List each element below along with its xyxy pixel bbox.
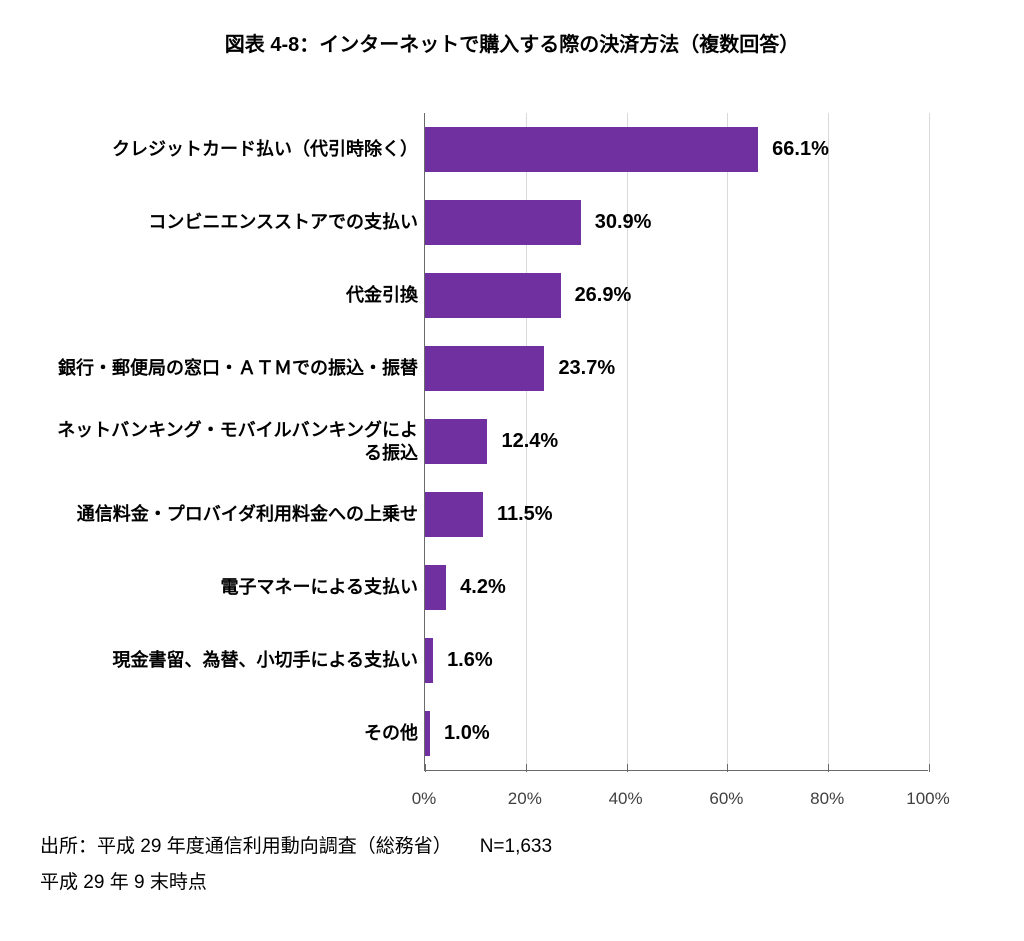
bar (425, 127, 758, 172)
value-label: 11.5% (497, 503, 553, 526)
bar-row: 30.9% (425, 186, 928, 259)
value-label: 26.9% (575, 284, 632, 307)
x-tick-label: 60% (709, 789, 743, 809)
bar-row: 1.6% (425, 624, 928, 697)
bar-row: 11.5% (425, 478, 928, 551)
value-label: 1.6% (447, 649, 493, 672)
bar-row: 4.2% (425, 551, 928, 624)
y-axis-labels: クレジットカード払い（代引時除く）コンビニエンスストアでの支払い代金引換銀行・郵… (40, 113, 424, 771)
category-label: 銀行・郵便局の窓口・ＡＴＭでの振込・振替 (40, 332, 424, 405)
value-label: 66.1% (772, 138, 829, 161)
bar (425, 711, 430, 756)
bar-row: 1.0% (425, 697, 928, 770)
value-label: 30.9% (595, 211, 652, 234)
chart-area: クレジットカード払い（代引時除く）コンビニエンスストアでの支払い代金引換銀行・郵… (40, 113, 984, 771)
value-label: 12.4% (501, 430, 558, 453)
bar (425, 273, 561, 318)
chart-title: 図表 4-8：インターネットで購入する際の決済方法（複数回答） (40, 28, 984, 57)
value-label: 4.2% (460, 576, 506, 599)
bar-row: 66.1% (425, 113, 928, 186)
bar (425, 419, 487, 464)
x-tick-label: 40% (609, 789, 643, 809)
category-label: その他 (40, 697, 424, 770)
bar (425, 346, 544, 391)
bar (425, 638, 433, 683)
figure-container: 図表 4-8：インターネットで購入する際の決済方法（複数回答） クレジットカード… (0, 0, 1024, 941)
asof-text: 平成 29 年 9 末時点 (40, 865, 984, 901)
bar (425, 565, 446, 610)
bar-row: 23.7% (425, 332, 928, 405)
value-label: 23.7% (558, 357, 615, 380)
category-label: 電子マネーによる支払い (40, 551, 424, 624)
plot-area: 66.1% 30.9% 26.9% 23.7% 12.4% 11.5% 4.2% 1.6% 1.… (424, 113, 928, 771)
x-tick (929, 764, 930, 772)
category-label: クレジットカード払い（代引時除く） (40, 113, 424, 186)
category-label: コンビニエンスストアでの支払い (40, 186, 424, 259)
x-tick-label: 100% (906, 789, 949, 809)
bar-row: 26.9% (425, 259, 928, 332)
sample-size: N=1,633 (480, 829, 552, 865)
x-tick-label: 20% (508, 789, 542, 809)
source-text: 出所：平成 29 年度通信利用動向調査（総務省） (40, 829, 452, 865)
category-label: 通信料金・プロバイダ利用料金への上乗せ (40, 478, 424, 551)
x-tick-label: 80% (810, 789, 844, 809)
category-label: 現金書留、為替、小切手による支払い (40, 624, 424, 697)
chart-footer: 出所：平成 29 年度通信利用動向調査（総務省） N=1,633 平成 29 年… (40, 829, 984, 901)
category-label: 代金引換 (40, 259, 424, 332)
bar (425, 492, 483, 537)
category-label: ネットバンキング・モバイルバンキングによる振込 (40, 405, 424, 478)
bars-group: 66.1% 30.9% 26.9% 23.7% 12.4% 11.5% 4.2% 1.6% 1.… (425, 113, 928, 770)
x-tick-label: 0% (412, 789, 437, 809)
gridline (929, 113, 930, 770)
value-label: 1.0% (444, 722, 490, 745)
bar (425, 200, 581, 245)
bar-row: 12.4% (425, 405, 928, 478)
x-axis: 0%20%40%60%80%100% (424, 771, 928, 801)
